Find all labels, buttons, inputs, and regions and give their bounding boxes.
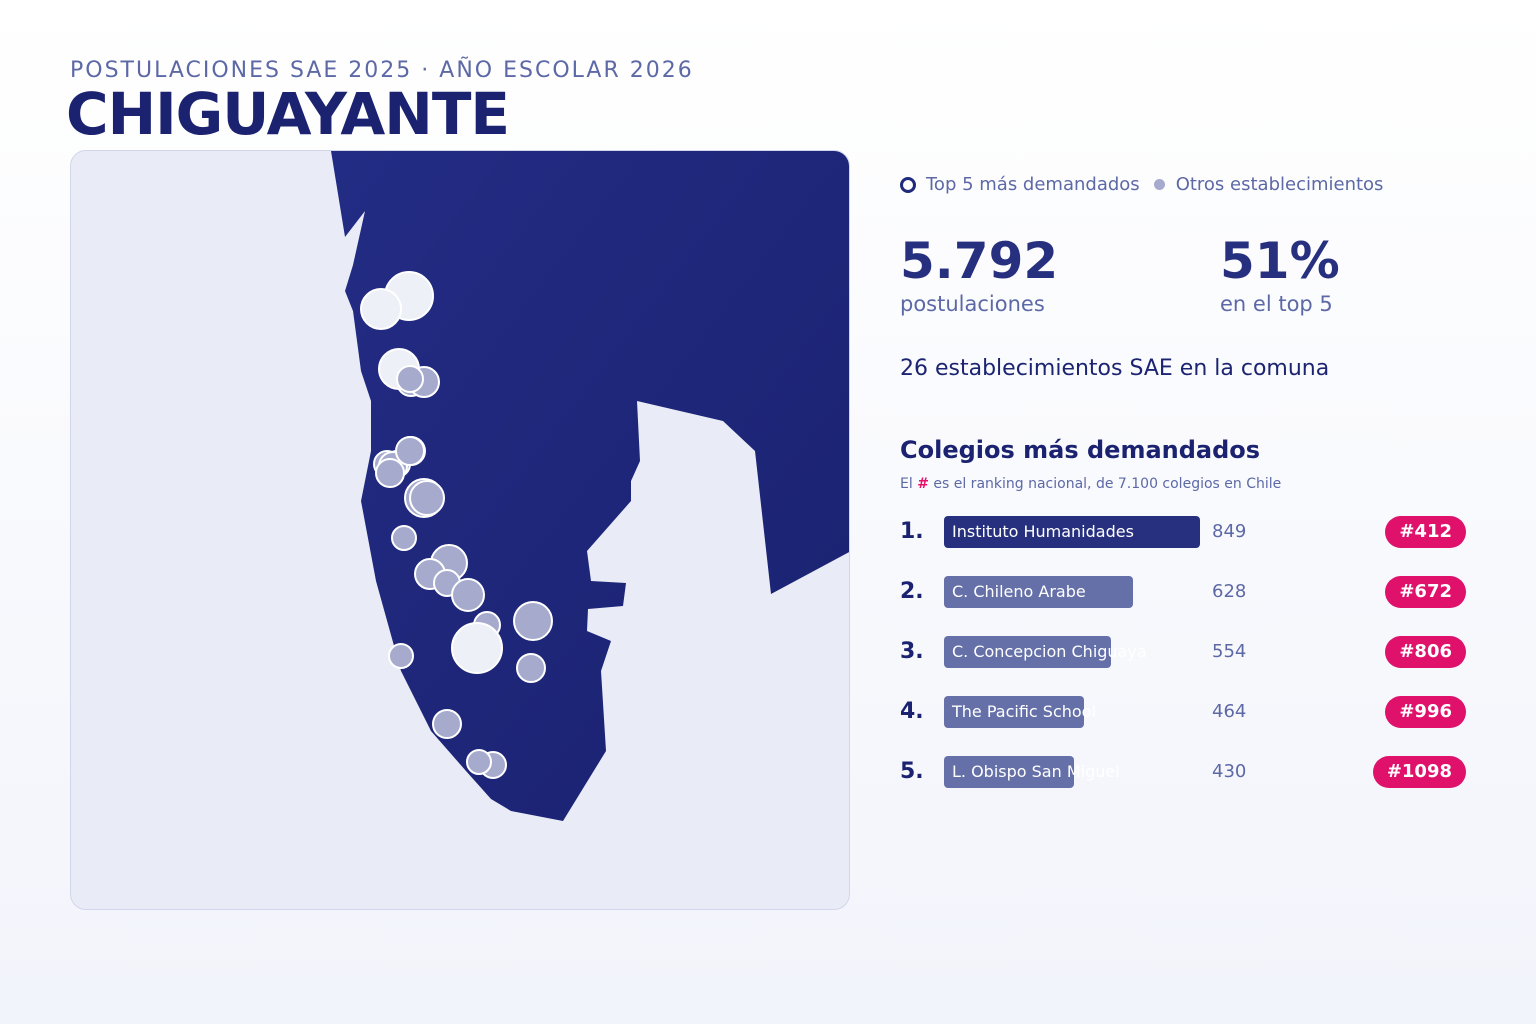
map-legend: Top 5 más demandados Otros establecimien… xyxy=(900,174,1383,195)
ranking-title: Colegios más demandados xyxy=(900,436,1261,464)
ranking-note: El # es el ranking nacional, de 7.100 co… xyxy=(900,476,1282,492)
applications-count: 464 xyxy=(1212,701,1247,722)
top5-school-marker xyxy=(360,288,402,330)
establishments-count: 26 establecimientos SAE en la comuna xyxy=(900,356,1330,381)
ranking-row[interactable]: 5. L. Obispo San Miguel 430 #1098 xyxy=(900,756,1466,788)
ranking-position: 1. xyxy=(900,519,924,544)
other-school-marker xyxy=(391,525,417,551)
national-rank-badge: #672 xyxy=(1385,576,1466,608)
legend-others-label: Otros establecimientos xyxy=(1175,174,1384,195)
ranking-position: 5. xyxy=(900,759,924,784)
other-school-marker xyxy=(388,643,414,669)
map-panel[interactable] xyxy=(70,150,850,910)
other-school-marker xyxy=(432,709,462,739)
other-school-marker xyxy=(513,601,553,641)
school-name: L. Obispo San Miguel xyxy=(952,762,1120,781)
school-name: C. Chileno Arabe xyxy=(952,582,1086,601)
top5-school-marker xyxy=(409,480,445,516)
applications-value: 5.792 xyxy=(900,232,1059,290)
applications-count: 849 xyxy=(1212,521,1247,542)
applications-bar xyxy=(944,516,1200,548)
national-rank-badge: #996 xyxy=(1385,696,1466,728)
other-school-marker xyxy=(396,365,424,393)
applications-count: 628 xyxy=(1212,581,1247,602)
applications-count: 430 xyxy=(1212,761,1247,782)
school-name: The Pacific School xyxy=(952,702,1096,721)
commune-map xyxy=(331,151,849,821)
ranking-row[interactable]: 4. The Pacific School 464 #996 xyxy=(900,696,1466,728)
applications-bar xyxy=(944,756,1074,788)
national-rank-badge: #1098 xyxy=(1372,756,1466,788)
legend-top5-label: Top 5 más demandados xyxy=(926,174,1140,195)
applications-count: 554 xyxy=(1212,641,1247,662)
ranking-position: 2. xyxy=(900,579,924,604)
ranking-row[interactable]: 2. C. Chileno Arabe 628 #672 xyxy=(900,576,1466,608)
other-school-marker xyxy=(466,749,492,775)
other-school-marker xyxy=(451,578,485,612)
top5-legend-icon xyxy=(900,176,916,193)
school-markers xyxy=(360,271,553,779)
page-title: CHIGUAYANTE xyxy=(66,80,510,148)
top5-share-label: en el top 5 xyxy=(1220,292,1333,316)
other-school-marker xyxy=(516,653,546,683)
national-rank-badge: #412 xyxy=(1385,516,1466,548)
top5-school-marker xyxy=(451,622,503,674)
applications-bar xyxy=(944,636,1111,668)
ranking-position: 4. xyxy=(900,699,924,724)
national-rank-badge: #806 xyxy=(1385,636,1466,668)
ranking-row[interactable]: 1. Instituto Humanidades 849 #412 xyxy=(900,516,1466,548)
top5-share-value: 51% xyxy=(1220,232,1340,290)
school-name: C. Concepcion Chiguaya xyxy=(952,642,1147,661)
applications-bar xyxy=(944,576,1133,608)
page-subtitle: POSTULACIONES SAE 2025 · AÑO ESCOLAR 202… xyxy=(70,58,694,83)
ranking-position: 3. xyxy=(900,639,924,664)
school-name: Instituto Humanidades xyxy=(952,522,1134,541)
ranking-row[interactable]: 3. C. Concepcion Chiguaya 554 #806 xyxy=(900,636,1466,668)
applications-label: postulaciones xyxy=(900,292,1045,316)
other-school-marker xyxy=(375,458,405,488)
others-legend-icon xyxy=(1153,179,1165,190)
applications-bar xyxy=(944,696,1084,728)
other-school-marker xyxy=(395,436,425,466)
